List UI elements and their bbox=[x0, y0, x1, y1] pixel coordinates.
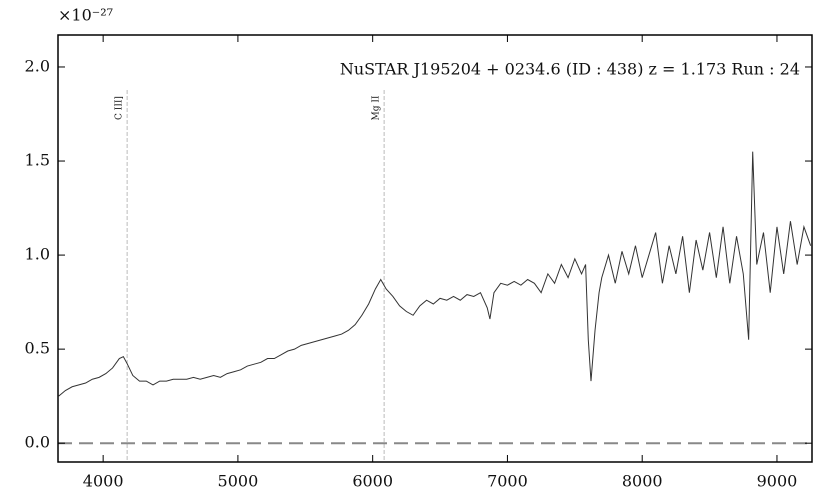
y-tick-label: 0.5 bbox=[25, 339, 50, 358]
annotation: NuSTAR J195204 + 0234.6 (ID : 438) z = 1… bbox=[340, 60, 800, 79]
spectrum bbox=[58, 151, 812, 397]
axis-exponent: ×10⁻²⁷ bbox=[58, 6, 113, 25]
x-tick-label: 5000 bbox=[218, 472, 259, 491]
emission-label: C III] bbox=[115, 96, 125, 120]
x-tick-label: 8000 bbox=[622, 472, 663, 491]
y-tick-label: 0.0 bbox=[25, 433, 50, 452]
x-tick-label: 9000 bbox=[757, 472, 798, 491]
plot-frame bbox=[57, 34, 813, 463]
x-tick-label: 4000 bbox=[83, 472, 124, 491]
y-tick-label: 1.5 bbox=[25, 151, 50, 170]
x-tick-label: 6000 bbox=[352, 472, 393, 491]
y-tick-label: 2.0 bbox=[25, 56, 50, 75]
y-tick-label: 1.0 bbox=[25, 245, 50, 264]
emission-label: Mg II bbox=[372, 95, 382, 120]
x-tick-label: 7000 bbox=[487, 472, 528, 491]
